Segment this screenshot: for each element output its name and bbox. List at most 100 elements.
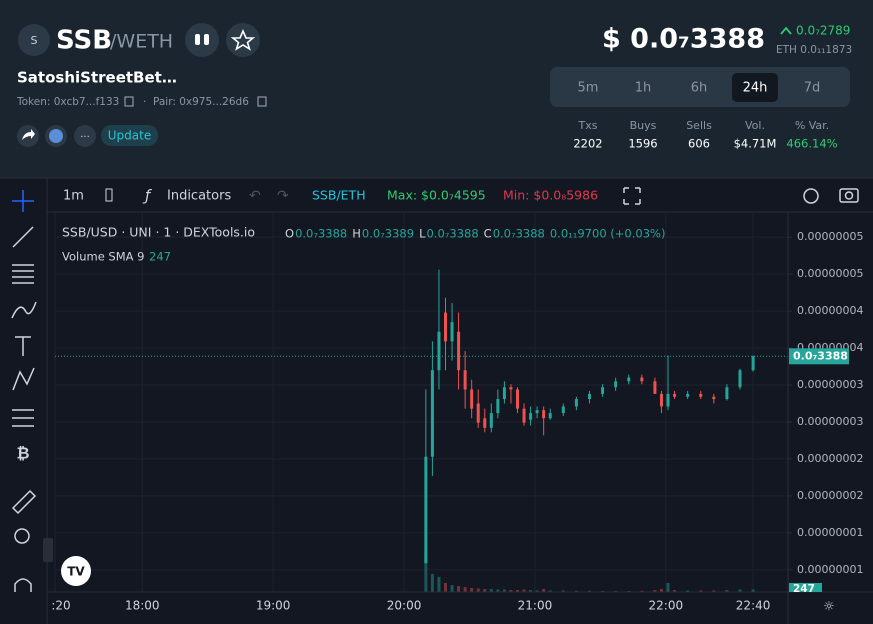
volume-bar [561, 590, 565, 592]
pattern-tool[interactable] [12, 367, 35, 391]
y-tick-label: 0.00000003 [797, 415, 863, 428]
binoculars-button[interactable] [185, 23, 219, 57]
plot [55, 269, 788, 592]
update-button[interactable] [101, 125, 158, 146]
candle-body [483, 418, 487, 428]
volume-bar [542, 589, 546, 592]
more-button[interactable] [74, 125, 96, 147]
y-tick-label: 0.00000005 [797, 230, 863, 243]
volume-bar [712, 590, 716, 592]
redo[interactable]: ↷ [277, 188, 289, 204]
y-tick-label: 0.00000004 [797, 304, 863, 317]
volume-bar [686, 590, 690, 592]
candle-body [751, 356, 755, 371]
volume-bar [666, 583, 670, 592]
prediction-tool[interactable] [12, 409, 34, 427]
y-tick-label: 0.00000005 [797, 267, 863, 280]
volume-tag [789, 583, 822, 592]
copy-icon[interactable] [257, 96, 267, 107]
candle-body [522, 408, 526, 423]
tv-logo[interactable] [61, 556, 91, 586]
candle-body [699, 393, 703, 397]
settings-icon[interactable] [803, 188, 819, 204]
ohlc-key: O [285, 227, 294, 241]
avatar-letter: S [31, 34, 38, 47]
ohlc-change: 0.0₁₁9700 (+0.03%) [550, 227, 666, 241]
icon [49, 129, 63, 143]
candle-body [542, 410, 546, 419]
measure-tool[interactable] [11, 489, 37, 515]
volume-value: 247 [149, 250, 171, 264]
zoom-tool[interactable] [14, 528, 30, 544]
avatar [18, 24, 50, 56]
candle-body [476, 403, 480, 423]
bitcoin-tool[interactable]: ₿ [16, 444, 29, 463]
candle-body [502, 387, 506, 400]
min-price: Min: $0.0₈5986 [503, 188, 598, 203]
icon [204, 34, 209, 45]
fullscreen-icon[interactable] [623, 187, 641, 205]
axes: 0.00000001 0.00000001 0.00000002 0.00000002… [51, 230, 863, 612]
volume-bar [463, 587, 467, 592]
volume-bar [673, 590, 677, 592]
ohlc-legend: O 0.0₇3388 H 0.0₇3389 L 0.0₇3388 C 0.0₇3388 0.0₁… [285, 227, 665, 241]
tab[interactable]: 5m [578, 81, 599, 96]
pair-address: Pair: 0x975...26d6 [153, 96, 249, 108]
interval[interactable]: 1m [63, 189, 84, 204]
fib-tool[interactable] [12, 264, 34, 284]
indicators[interactable]: Indicators [167, 189, 231, 204]
undo[interactable]: ↶ [249, 188, 261, 204]
volume-tag-label: 247 [793, 583, 815, 595]
candle-body [535, 410, 539, 414]
candle-body [640, 377, 644, 382]
legend-source: SSB/USD · UNI · 1 · DEXTools.io [62, 225, 255, 240]
volume-bar [489, 589, 493, 592]
ohlc-key: L [419, 227, 426, 241]
stat-label: % Var. [795, 119, 829, 132]
x-tick-label: 22:00 [649, 599, 684, 613]
tab[interactable]: 6h [691, 81, 708, 96]
volume-bar [548, 590, 552, 592]
icon [844, 191, 854, 200]
volume-bar [738, 589, 742, 592]
line-tool[interactable] [12, 226, 34, 248]
crosshair-tool[interactable] [12, 190, 34, 212]
x-tick-label: 20:00 [387, 599, 422, 613]
volume-bar [659, 589, 663, 592]
icon [195, 34, 200, 45]
tab[interactable]: 24h [743, 81, 768, 96]
candle-body [561, 406, 565, 414]
camera-icon[interactable] [839, 188, 859, 203]
copy-icon[interactable] [124, 96, 134, 107]
drawing-tools [11, 190, 37, 592]
volume-bar [535, 590, 539, 592]
candle-body [601, 387, 605, 394]
volume-bar [640, 590, 644, 592]
tab[interactable]: 7d [804, 81, 821, 96]
stat-value: 606 [688, 137, 710, 151]
candle-icon[interactable] [105, 188, 113, 202]
tab[interactable]: 1h [635, 81, 652, 96]
collapse-button[interactable] [43, 538, 53, 562]
chart-panel [0, 178, 873, 624]
brush-tool[interactable] [11, 301, 37, 319]
magnet-tool[interactable] [14, 578, 32, 592]
candle-body [509, 387, 513, 390]
volume-bar [522, 589, 526, 592]
volume-bar [437, 577, 441, 592]
update-text: Update [108, 129, 151, 143]
candle-body [470, 389, 474, 409]
volume-bar [496, 589, 500, 592]
candle-body [627, 377, 631, 382]
pair-switch[interactable]: SSB/ETH [312, 188, 366, 203]
volume-bar [587, 590, 591, 592]
volume-bar [699, 590, 703, 592]
volume-bar [424, 552, 428, 592]
candle-body [653, 381, 657, 394]
text-tool[interactable] [15, 336, 31, 356]
axis-settings[interactable]: ☼ [823, 600, 835, 615]
price-tag-label: 0.0₇3388 [793, 349, 848, 362]
candle-body [457, 331, 461, 371]
star-icon [230, 28, 256, 51]
favorite-button[interactable] [226, 23, 260, 57]
